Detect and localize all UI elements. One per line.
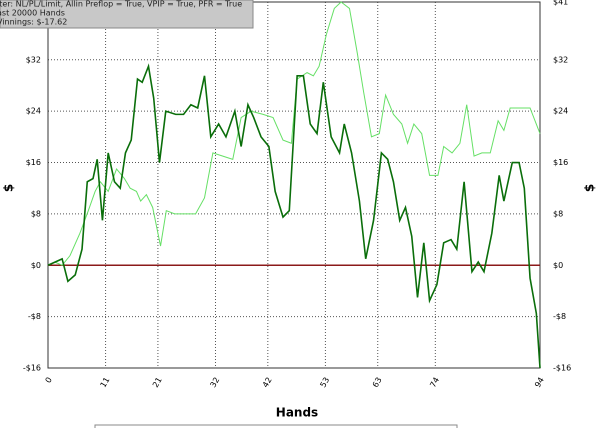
y-tick-label: $16 [26, 158, 41, 167]
info-line: Vinnings: $-17.62 [0, 18, 67, 27]
x-tick-label: 74 [428, 376, 441, 389]
y-tick-label-right: $16 [553, 158, 568, 167]
y-axis-title: $ [2, 184, 16, 192]
y-tick-label-right: $32 [553, 55, 568, 64]
y-tick-label-right: -$8 [553, 312, 566, 321]
info-box [0, 0, 254, 29]
x-tick-label: 53 [318, 376, 331, 389]
x-tick-label: 94 [533, 376, 546, 389]
info-line: iter: NL/PL/Limit, Allin Preflop = True,… [0, 0, 242, 9]
y-axis-title-right: $ [583, 184, 597, 192]
plot-area: $41$41$32$32$24$24$16$16$8$8$0$0-$8-$8-$… [23, 0, 571, 389]
y-tick-label-right: $24 [553, 107, 568, 116]
y-tick-label-right: $0 [553, 261, 563, 270]
y-tick-label-right: -$16 [553, 364, 571, 373]
x-tick-label: 21 [151, 376, 164, 389]
y-tick-label: $24 [26, 107, 41, 116]
x-axis-title: Hands [276, 406, 318, 420]
y-tick-label: -$8 [28, 312, 41, 321]
series-line [47, 63, 541, 369]
plot-frame [47, 1, 541, 369]
y-tick-label: $8 [31, 209, 41, 218]
x-tick-label: 42 [261, 376, 274, 389]
info-line: ast 20000 Hands [0, 9, 65, 18]
x-tick-label: 32 [208, 376, 221, 389]
y-tick-label: -$16 [23, 364, 41, 373]
y-tick-label: $32 [26, 55, 41, 64]
x-tick-label: 63 [371, 376, 384, 389]
legend-box [94, 424, 458, 428]
y-tick-label-right: $41 [553, 0, 568, 7]
y-tick-label-right: $8 [553, 209, 563, 218]
x-tick-label: 0 [44, 376, 54, 385]
x-tick-label: 11 [99, 376, 112, 389]
y-tick-label: $0 [31, 261, 41, 270]
